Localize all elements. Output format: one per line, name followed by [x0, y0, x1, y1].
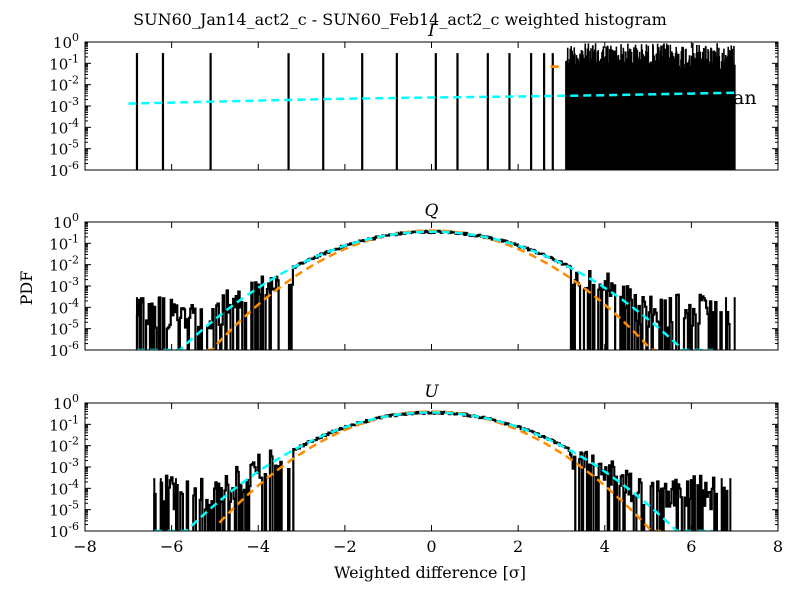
x-axis-label: Weighted difference [σ] [334, 563, 526, 582]
y-tick-label: 10-2 [49, 254, 79, 275]
plot-area [128, 43, 736, 170]
y-tick-label: 10-5 [49, 499, 79, 520]
y-tick-label: 10-4 [49, 116, 79, 137]
y-tick-label: 100 [53, 392, 79, 413]
y-tick-label: 10-4 [49, 296, 79, 317]
y-tick-label: 10-5 [49, 318, 79, 339]
panel-title: U [424, 382, 439, 402]
plot-area [135, 229, 736, 350]
x-tick-label: 0 [426, 537, 436, 556]
y-tick-label: 10-6 [49, 339, 79, 360]
y-axis-label: PDF [17, 271, 36, 306]
y-tick-label: 100 [53, 31, 79, 52]
y-tick-label: 10-1 [49, 413, 79, 434]
figure-title: SUN60_Jan14_act2_c - SUN60_Feb14_act2_c … [133, 10, 667, 29]
panels: I10010-110-210-310-410-510-6anQ10010-110… [49, 21, 783, 556]
y-tick-label: 10-3 [49, 456, 79, 477]
panel-title: I [427, 21, 435, 41]
y-tick-label: 10-3 [49, 275, 79, 296]
panel-title: Q [425, 201, 439, 221]
gaussian-fit-curve [154, 411, 713, 531]
x-tick-label: 8 [773, 537, 783, 556]
gaussian-fit-curve [128, 91, 735, 105]
legend-label-fragment: an [733, 87, 757, 109]
y-tick-label: 10-1 [49, 52, 79, 73]
y-tick-label: 10-2 [49, 435, 79, 456]
y-tick-label: 10-1 [49, 232, 79, 253]
legend: an [550, 65, 757, 109]
gaussian-fit-curve [137, 230, 713, 350]
x-tick-label: −8 [73, 537, 97, 556]
x-tick-label: −6 [160, 537, 184, 556]
y-tick-label: 10-4 [49, 477, 79, 498]
y-tick-label: 10-6 [49, 520, 79, 541]
y-tick-label: 10-6 [49, 159, 79, 180]
y-tick-label: 10-2 [49, 74, 79, 95]
x-tick-label: −4 [246, 537, 270, 556]
y-tick-label: 10-5 [49, 138, 79, 159]
x-tick-label: 4 [600, 537, 610, 556]
unit-gaussian-curve [218, 410, 662, 531]
plot-area [153, 410, 732, 531]
x-tick-label: −2 [333, 537, 357, 556]
y-tick-label: 100 [53, 211, 79, 232]
x-tick-label: 6 [686, 537, 696, 556]
y-tick-label: 10-3 [49, 95, 79, 116]
histogram-line [153, 410, 729, 531]
x-tick-label: 2 [513, 537, 523, 556]
